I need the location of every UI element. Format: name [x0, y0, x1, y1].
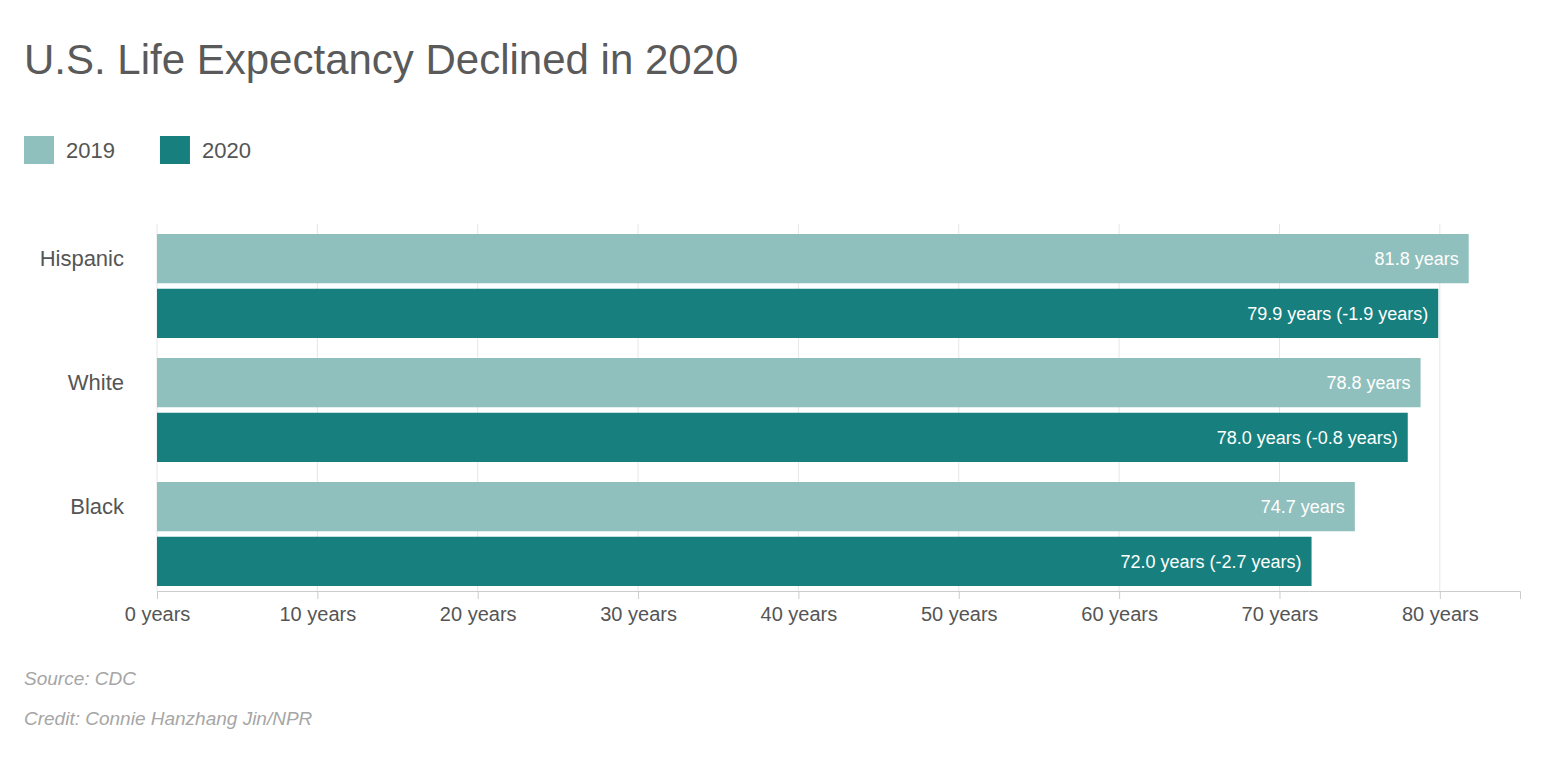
tick-label: 20 years — [440, 603, 517, 625]
tick-mark — [478, 591, 479, 599]
tick: 60 years — [1081, 591, 1158, 625]
tick-mark — [157, 591, 158, 599]
bars — [157, 234, 1469, 586]
annotation: Source: CDC — [24, 668, 136, 689]
tick-label: 10 years — [279, 603, 356, 625]
tick: 70 years — [1242, 591, 1319, 625]
tick: 30 years — [600, 591, 677, 625]
legend-label: 2020 — [202, 138, 251, 163]
tick-mark — [638, 591, 639, 599]
category-label: Hispanic — [40, 246, 124, 271]
legend-entry: 2020 — [160, 136, 251, 164]
bar — [157, 289, 1438, 338]
data-label: 78.0 years (-0.8 years) — [1217, 428, 1398, 448]
tick: 20 years — [440, 591, 517, 625]
bar — [157, 482, 1355, 531]
annotation: Credit: Connie Hanzhang Jin/NPR — [24, 708, 313, 729]
tick-label: 60 years — [1081, 603, 1158, 625]
tick-label: 30 years — [600, 603, 677, 625]
tick-label: 50 years — [921, 603, 998, 625]
tick: 10 years — [279, 591, 356, 625]
data-label: 72.0 years (-2.7 years) — [1120, 552, 1301, 572]
x-axis: 0 years 10 years 20 years 30 years 40 years 5… — [125, 591, 1521, 625]
tick: 80 years — [1402, 591, 1479, 625]
tick-mark — [1440, 591, 1441, 599]
tick-mark — [317, 591, 318, 599]
data-labels: 81.8 years 78.8 years 74.7 years 79.9 years… — [1120, 249, 1458, 572]
bar — [157, 537, 1312, 586]
legend-swatch — [160, 136, 190, 164]
tick: 0 years — [125, 591, 191, 625]
legend-label: 2019 — [66, 138, 115, 163]
tick-mark — [959, 591, 960, 599]
tick-mark — [1279, 591, 1280, 599]
axis-line — [158, 592, 1521, 600]
chart: U.S. Life Expectancy Declined in 2020 201… — [0, 0, 1568, 774]
category-label: White — [68, 370, 124, 395]
y-axis: Hispanic White Black — [40, 246, 125, 519]
tick-label: 0 years — [125, 603, 191, 625]
tick: 50 years — [921, 591, 998, 625]
tick-label: 70 years — [1242, 603, 1319, 625]
category-label: Black — [70, 494, 125, 519]
legend-swatch — [24, 136, 54, 164]
tick-label: 40 years — [761, 603, 838, 625]
tick-label: 80 years — [1402, 603, 1479, 625]
bar — [157, 358, 1421, 407]
title: U.S. Life Expectancy Declined in 2020 — [24, 36, 738, 83]
tick-mark — [1119, 591, 1120, 599]
data-label: 78.8 years — [1327, 373, 1411, 393]
data-label: 79.9 years (-1.9 years) — [1247, 304, 1428, 324]
bar — [157, 413, 1408, 462]
bar — [157, 234, 1469, 283]
data-label: 74.7 years — [1261, 497, 1345, 517]
tick-mark — [798, 591, 799, 599]
tick: 40 years — [761, 591, 838, 625]
data-label: 81.8 years — [1375, 249, 1459, 269]
legend-entry: 2019 — [24, 136, 115, 164]
